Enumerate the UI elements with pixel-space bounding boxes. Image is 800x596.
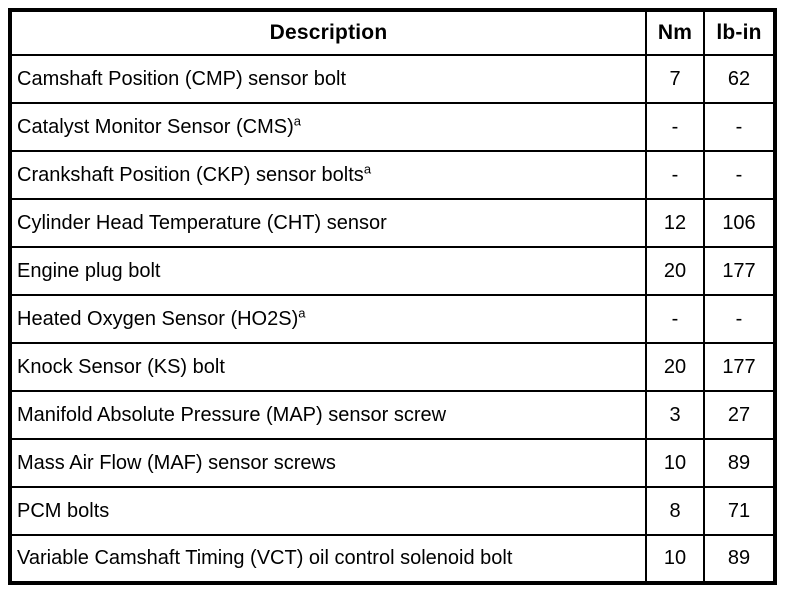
lb-in-value-cell: 62 xyxy=(703,54,776,104)
table-row: Knock Sensor (KS) bolt 20 177 xyxy=(9,342,776,392)
lb-in-value-cell: - xyxy=(703,102,776,152)
lb-in-value-cell: - xyxy=(703,150,776,200)
description-cell: Manifold Absolute Pressure (MAP) sensor … xyxy=(9,390,647,440)
footnote-marker: a xyxy=(298,304,306,320)
description-cell: Variable Camshaft Timing (VCT) oil contr… xyxy=(9,534,647,584)
lb-in-value-cell: 89 xyxy=(703,438,776,488)
table-row: Camshaft Position (CMP) sensor bolt 7 62 xyxy=(9,54,776,104)
lb-in-value-cell: 177 xyxy=(703,342,776,392)
nm-value-cell: 3 xyxy=(645,390,705,440)
table-row: Heated Oxygen Sensor (HO2S)a - - xyxy=(9,294,776,344)
description-cell: Crankshaft Position (CKP) sensor boltsa xyxy=(9,150,647,200)
lb-in-value-cell: 71 xyxy=(703,486,776,536)
description-cell: Cylinder Head Temperature (CHT) sensor xyxy=(9,198,647,248)
description-cell: Engine plug bolt xyxy=(9,246,647,296)
table-row: Crankshaft Position (CKP) sensor boltsa -… xyxy=(9,150,776,200)
table-row: Engine plug bolt 20 177 xyxy=(9,246,776,296)
table-row: Cylinder Head Temperature (CHT) sensor 12… xyxy=(9,198,776,248)
table-row: Mass Air Flow (MAF) sensor screws 10 89 xyxy=(9,438,776,488)
nm-value-cell: 8 xyxy=(645,486,705,536)
footnote-marker: a xyxy=(363,160,372,176)
lb-in-value-cell: 89 xyxy=(703,534,776,584)
lb-in-value-cell: - xyxy=(703,294,776,344)
nm-value-cell: - xyxy=(645,150,705,200)
table-row: Manifold Absolute Pressure (MAP) sensor … xyxy=(9,390,776,440)
torque-spec-table-container: Description Nm lb-in Camshaft Position (… xyxy=(8,8,777,585)
description-cell: PCM bolts xyxy=(9,486,647,536)
col-header-lb-in: lb-in xyxy=(703,9,776,56)
description-cell: Heated Oxygen Sensor (HO2S)a xyxy=(9,294,647,344)
footnote-marker: a xyxy=(293,112,301,128)
col-header-nm: Nm xyxy=(645,9,705,56)
description-cell: Catalyst Monitor Sensor (CMS)a xyxy=(9,102,647,152)
nm-value-cell: 10 xyxy=(645,438,705,488)
table-row: Variable Camshaft Timing (VCT) oil contr… xyxy=(9,534,776,584)
description-cell: Knock Sensor (KS) bolt xyxy=(9,342,647,392)
description-cell: Camshaft Position (CMP) sensor bolt xyxy=(9,54,647,104)
nm-value-cell: 12 xyxy=(645,198,705,248)
table-row: PCM bolts 8 71 xyxy=(9,486,776,536)
col-header-description: Description xyxy=(9,9,647,56)
nm-value-cell: - xyxy=(645,294,705,344)
lb-in-value-cell: 106 xyxy=(703,198,776,248)
nm-value-cell: - xyxy=(645,102,705,152)
lb-in-value-cell: 27 xyxy=(703,390,776,440)
torque-spec-table: Description Nm lb-in Camshaft Position (… xyxy=(8,8,777,585)
header-row: Description Nm lb-in xyxy=(9,9,776,56)
lb-in-value-cell: 177 xyxy=(703,246,776,296)
nm-value-cell: 10 xyxy=(645,534,705,584)
description-cell: Mass Air Flow (MAF) sensor screws xyxy=(9,438,647,488)
nm-value-cell: 7 xyxy=(645,54,705,104)
table-row: Catalyst Monitor Sensor (CMS)a - - xyxy=(9,102,776,152)
nm-value-cell: 20 xyxy=(645,246,705,296)
nm-value-cell: 20 xyxy=(645,342,705,392)
table-body: Camshaft Position (CMP) sensor bolt 7 62 Ca… xyxy=(9,54,776,584)
